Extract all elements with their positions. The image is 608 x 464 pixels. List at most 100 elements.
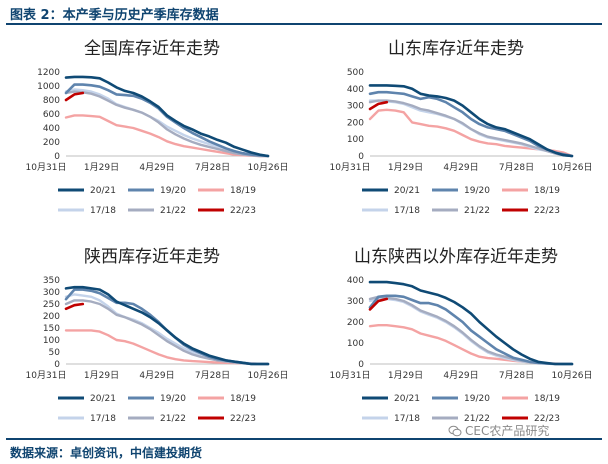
- y-tick-label: 100: [43, 336, 60, 346]
- series-line-17-18: [64, 88, 270, 158]
- series-line-20-21: [368, 280, 574, 366]
- watermark: CEC农产品研究: [448, 422, 549, 439]
- x-tick-label: 10月31日: [26, 162, 67, 173]
- series-line-22-23: [368, 297, 389, 311]
- y-tick-label: 400: [347, 85, 364, 95]
- chart-title: 全国库存近年走势: [84, 39, 220, 59]
- legend-label: 20/21: [394, 186, 420, 196]
- x-tick-label: 4月29日: [443, 162, 478, 173]
- series-line-21-22: [64, 90, 270, 158]
- x-tick-label: 10月26日: [248, 370, 289, 381]
- chart-other-regions-inventory: 山东陕西以外库存近年走势 0 100 200 300 400 10月31日 1月29日 4月29…: [330, 247, 593, 424]
- x-tick-label: 10月26日: [552, 162, 593, 173]
- legend-label: 18/19: [230, 394, 256, 404]
- y-tick-label: 100: [347, 339, 364, 349]
- y-tick-label: 200: [43, 312, 60, 322]
- y-tick-label: 400: [43, 124, 60, 134]
- x-tick-label: 1月29日: [388, 162, 423, 173]
- y-tick-label: 300: [347, 102, 364, 112]
- legend-label: 21/22: [464, 414, 490, 424]
- legend-label: 22/23: [534, 414, 560, 424]
- series-line-22-23: [368, 100, 389, 111]
- wechat-icon: [448, 425, 462, 436]
- watermark-text: CEC农产品研究: [465, 424, 550, 438]
- legend-label: 20/21: [90, 394, 116, 404]
- legend-label: 17/18: [90, 206, 116, 216]
- chart-national-inventory: 全国库存近年走势 0 200 400 600 800 1000 1200 10月31日 1月29日…: [26, 39, 289, 216]
- y-tick-label: 350: [43, 276, 60, 286]
- x-tick-label: 4月29日: [139, 370, 174, 381]
- y-tick-label: 200: [347, 318, 364, 328]
- y-tick-label: 200: [347, 118, 364, 128]
- series-line-20-21: [64, 75, 270, 158]
- y-tick-label: 50: [49, 348, 61, 358]
- x-tick-label: 10月26日: [248, 162, 289, 173]
- series-line-20-21: [368, 84, 574, 158]
- y-tick-label: 300: [43, 288, 60, 298]
- legend-label: 22/23: [230, 206, 256, 216]
- x-tick-label: 10月31日: [330, 162, 371, 173]
- legend-label: 22/23: [230, 414, 256, 424]
- legend-label: 20/21: [90, 186, 116, 196]
- chart-title: 陕西库存近年走势: [84, 247, 220, 267]
- legend-label: 18/19: [534, 186, 560, 196]
- figure-title: 图表 2：本产季与历史产季库存数据: [10, 8, 219, 23]
- y-tick-label: 800: [43, 96, 60, 106]
- y-tick-label: 0: [54, 360, 60, 370]
- legend-label: 21/22: [160, 414, 186, 424]
- x-tick-label: 7月28日: [499, 162, 534, 173]
- legend-label: 17/18: [90, 414, 116, 424]
- series-line-19-20: [64, 288, 270, 366]
- x-tick-label: 1月29日: [84, 162, 119, 173]
- y-tick-label: 1000: [37, 82, 60, 92]
- legend-label: 18/19: [230, 186, 256, 196]
- legend-label: 21/22: [160, 206, 186, 216]
- y-tick-label: 600: [43, 110, 60, 120]
- legend-label: 19/20: [464, 394, 490, 404]
- legend-label: 20/21: [394, 394, 420, 404]
- series-line-21-22: [368, 99, 574, 158]
- x-tick-label: 1月29日: [84, 370, 119, 381]
- y-tick-label: 1200: [37, 68, 60, 78]
- x-tick-label: 7月28日: [499, 370, 534, 381]
- chart-shandong-inventory: 山东库存近年走势 0 100 200 300 400 500 10月31日 1月29日 4月29日…: [330, 39, 593, 216]
- legend-label: 21/22: [464, 206, 490, 216]
- y-tick-label: 0: [358, 152, 364, 162]
- y-tick-label: 150: [43, 324, 60, 334]
- series-line-20-21: [64, 285, 270, 366]
- legend-label: 19/20: [160, 186, 186, 196]
- figure-footer: 数据来源：卓创资讯，中信建投期货: [0, 440, 608, 464]
- chart-title: 山东库存近年走势: [388, 39, 524, 59]
- chart-shaanxi-inventory: 陕西库存近年走势 0 50 100 150 200 250 300 350 10月31日 1月29日…: [26, 247, 289, 424]
- series-line-19-20: [368, 90, 574, 158]
- y-tick-label: 300: [347, 297, 364, 307]
- x-tick-label: 4月29日: [443, 370, 478, 381]
- x-tick-label: 10月31日: [330, 370, 371, 381]
- y-tick-label: 400: [347, 276, 364, 286]
- legend-label: 19/20: [464, 186, 490, 196]
- legend-label: 19/20: [160, 394, 186, 404]
- x-tick-label: 10月26日: [552, 370, 593, 381]
- y-tick-label: 500: [347, 68, 364, 78]
- x-tick-label: 10月31日: [26, 370, 67, 381]
- header-rule: [6, 23, 602, 25]
- chart-title: 山东陕西以外库存近年走势: [354, 247, 558, 267]
- legend-label: 22/23: [534, 206, 560, 216]
- series-line-18-19: [64, 114, 270, 158]
- x-tick-label: 4月29日: [139, 162, 174, 173]
- legend-label: 17/18: [394, 414, 420, 424]
- y-tick-label: 0: [358, 360, 364, 370]
- y-tick-label: 250: [43, 300, 60, 310]
- y-tick-label: 100: [347, 135, 364, 145]
- footer-rule: [6, 438, 602, 440]
- series-line-18-19: [64, 329, 270, 366]
- x-tick-label: 7月28日: [195, 370, 230, 381]
- series-line-22-23: [64, 302, 85, 311]
- legend-label: 17/18: [394, 206, 420, 216]
- y-tick-label: 200: [43, 138, 60, 148]
- series-line-22-23: [64, 91, 85, 102]
- legend-label: 18/19: [534, 394, 560, 404]
- figure-header: 图表 2：本产季与历史产季库存数据: [0, 0, 608, 24]
- data-source: 数据来源：卓创资讯，中信建投期货: [10, 446, 203, 460]
- x-tick-label: 1月29日: [388, 370, 423, 381]
